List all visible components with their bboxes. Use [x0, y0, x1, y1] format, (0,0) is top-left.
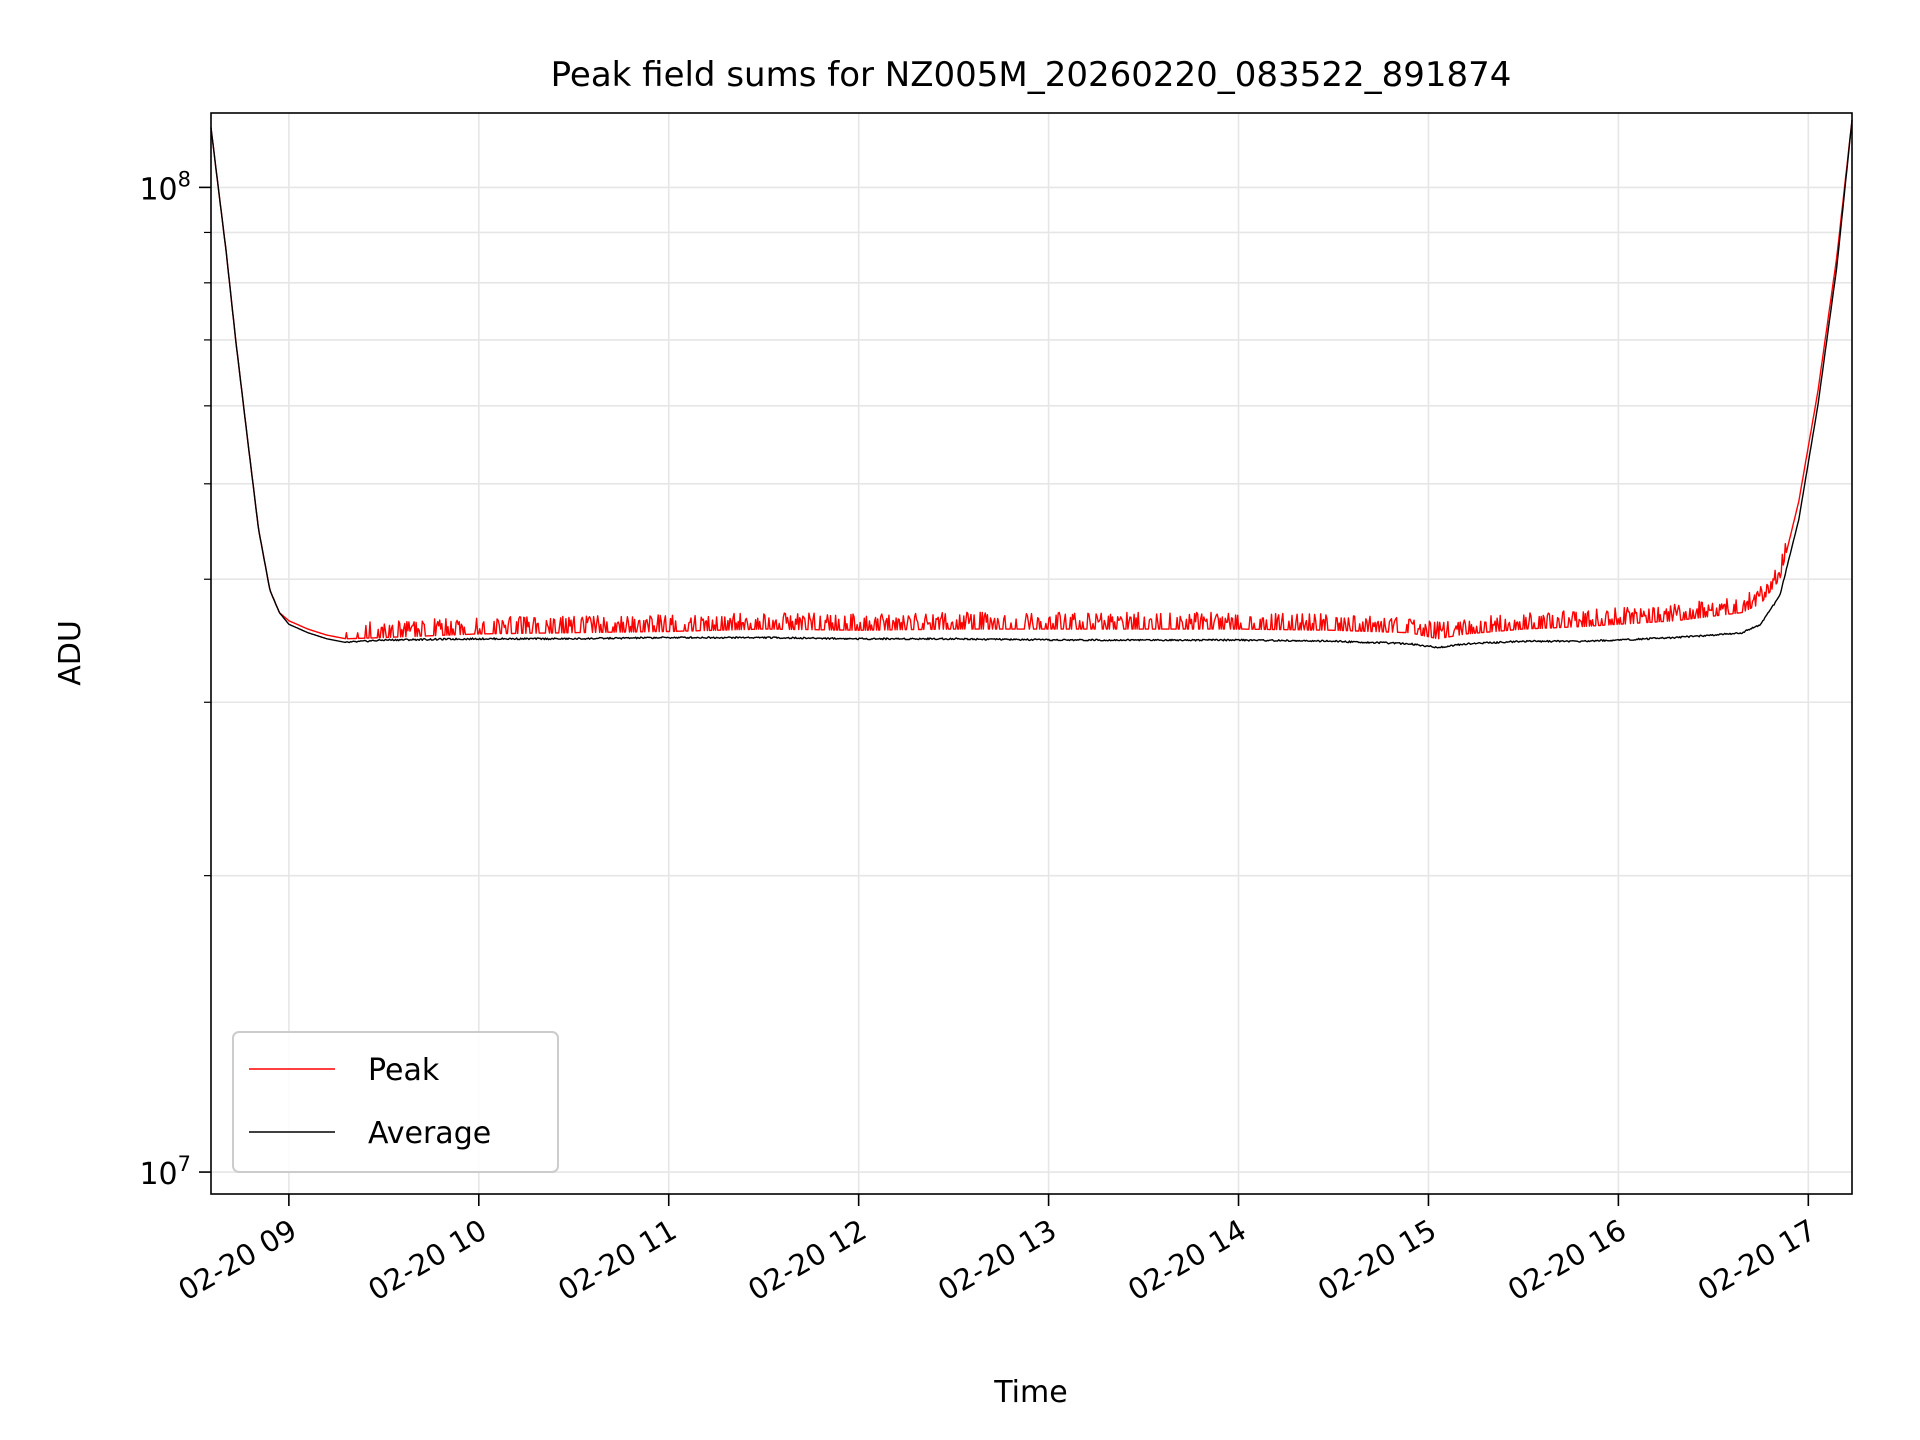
legend-label-peak: Peak: [368, 1053, 440, 1088]
legend: Peak Average: [232, 1031, 559, 1173]
legend-label-average: Average: [368, 1116, 491, 1151]
chart-title: Peak field sums for NZ005M_20260220_0835…: [551, 55, 1512, 95]
series-line-average: [210, 120, 1853, 649]
y-tick-label: 107: [139, 1152, 191, 1192]
legend-box: [232, 1031, 559, 1173]
x-axis-label: Time: [993, 1375, 1067, 1410]
y-axis-label: ADU: [53, 620, 88, 686]
plot-frame: [210, 112, 1853, 1195]
grid: [211, 113, 1852, 1194]
plot-area: [211, 113, 1852, 1194]
series-layer: [210, 120, 1853, 649]
series-line-peak: [210, 120, 1853, 640]
y-tick-label: 108: [139, 167, 191, 207]
